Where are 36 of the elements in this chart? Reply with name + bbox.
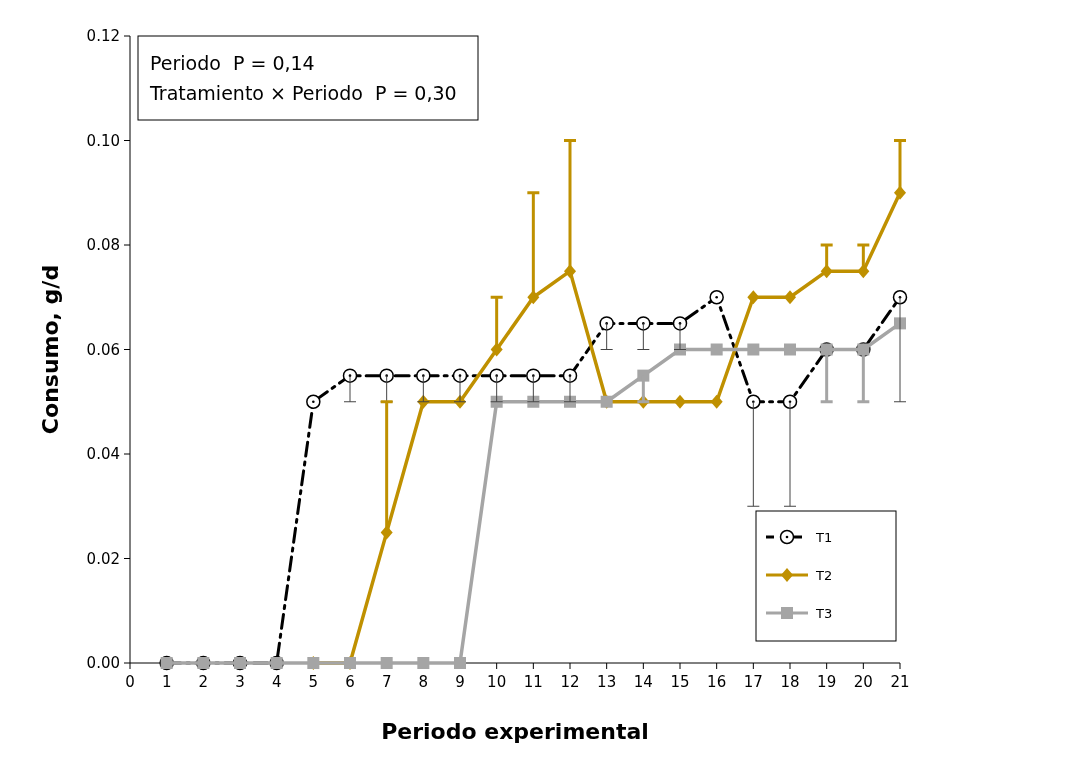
x-tick-label: 18: [780, 673, 800, 691]
x-tick-label: 5: [308, 673, 319, 691]
x-tick-label: 2: [198, 673, 209, 691]
legend-label: T3: [815, 605, 833, 621]
x-tick-label: 6: [345, 673, 355, 691]
x-tick-label: 20: [853, 673, 873, 691]
x-tick-label: 7: [381, 673, 392, 691]
y-tick-label: 0.04: [86, 445, 120, 464]
x-tick-label: 1: [161, 673, 172, 691]
annotation: Periodo P = 0,14: [150, 52, 315, 74]
x-tick-label: 3: [235, 673, 245, 691]
x-tick-label: 16: [707, 673, 727, 691]
x-tick-label: 12: [560, 673, 580, 691]
x-tick-label: 9: [455, 673, 465, 691]
legend-label: T1: [815, 529, 833, 545]
x-tick-label: 0: [125, 673, 135, 691]
x-tick-label: 13: [597, 673, 617, 691]
x-tick-label: 8: [418, 673, 429, 691]
y-tick-label: 0.02: [86, 549, 120, 568]
y-tick-label: 0.10: [86, 131, 120, 150]
x-tick-label: 14: [633, 673, 653, 691]
y-tick-label: 0.06: [86, 340, 120, 359]
x-tick-label: 10: [487, 673, 507, 691]
x-tick-label: 15: [670, 673, 690, 691]
x-tick-label: 11: [523, 673, 543, 691]
x-tick-label: 4: [271, 673, 282, 691]
y-tick-label: 0.12: [86, 27, 120, 46]
x-tick-label: 21: [890, 673, 910, 691]
y-axis-title: Consumo, g/d: [38, 264, 63, 435]
x-axis-title: Periodo experimental: [381, 719, 649, 744]
x-tick-label: 17: [743, 673, 763, 691]
y-tick-label: 0.00: [86, 654, 120, 673]
y-tick-label: 0.08: [86, 236, 120, 255]
annotation: Tratamiento × Periodo P = 0,30: [149, 82, 457, 104]
x-tick-label: 19: [817, 673, 837, 691]
legend-label: T2: [815, 567, 833, 583]
